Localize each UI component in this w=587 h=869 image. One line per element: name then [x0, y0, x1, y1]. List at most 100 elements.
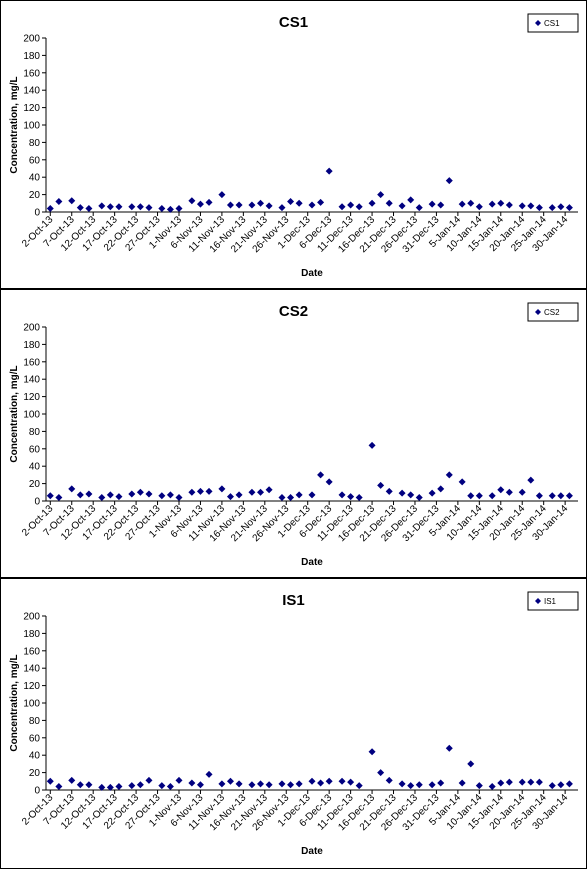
data-point — [467, 492, 475, 500]
legend-label: CS2 — [544, 308, 560, 317]
data-point — [377, 769, 385, 777]
data-point — [226, 201, 234, 209]
data-point — [68, 197, 76, 205]
x-axis-label: Date — [301, 268, 323, 279]
data-point — [398, 780, 406, 788]
data-point — [115, 203, 123, 211]
y-axis-label: Concentration, mg/L — [9, 365, 20, 462]
data-point — [317, 471, 325, 479]
y-tick-label: 100 — [23, 699, 40, 710]
data-point — [106, 203, 114, 211]
data-point — [415, 781, 423, 789]
data-point — [527, 202, 535, 210]
y-tick-label: 120 — [23, 392, 40, 403]
data-point — [377, 191, 385, 199]
data-point — [98, 202, 106, 210]
data-point — [257, 199, 265, 207]
y-tick-label: 160 — [23, 646, 40, 657]
data-point — [428, 489, 436, 497]
data-point — [218, 485, 226, 493]
y-tick-label: 120 — [23, 103, 40, 114]
data-point — [488, 200, 496, 208]
y-tick-label: 40 — [29, 462, 41, 473]
y-tick-label: 20 — [29, 479, 41, 490]
y-tick-label: 40 — [29, 173, 41, 184]
data-point — [196, 200, 204, 208]
data-point — [565, 492, 573, 500]
y-tick-label: 100 — [23, 410, 40, 421]
data-point — [145, 776, 153, 784]
data-point — [196, 781, 204, 789]
y-tick-label: 60 — [29, 444, 41, 455]
data-point — [248, 201, 256, 209]
data-point — [325, 777, 333, 785]
chart-panel: CS1 Concentration, mg/L Date 0 20 40 60 80 100 12… — [0, 0, 587, 289]
data-point — [505, 201, 513, 209]
data-point — [377, 481, 385, 489]
data-point — [368, 441, 376, 449]
data-point — [535, 492, 543, 500]
data-point — [295, 780, 303, 788]
data-point — [257, 780, 265, 788]
data-point — [325, 478, 333, 486]
data-point — [535, 204, 543, 212]
y-tick-label: 200 — [23, 34, 40, 45]
data-point — [265, 781, 273, 789]
data-point — [475, 782, 483, 790]
data-point — [106, 491, 114, 499]
y-tick-label: 160 — [23, 68, 40, 79]
data-point — [347, 201, 355, 209]
data-point — [295, 491, 303, 499]
data-point — [317, 779, 325, 787]
data-point — [257, 488, 265, 496]
data-point — [548, 492, 556, 500]
data-point — [407, 782, 415, 790]
data-point — [437, 779, 445, 787]
y-tick-label: 60 — [29, 155, 41, 166]
data-point — [407, 196, 415, 204]
data-point — [128, 203, 136, 211]
data-point — [175, 205, 183, 213]
y-tick-label: 80 — [29, 138, 41, 149]
data-point — [527, 778, 535, 786]
data-point — [98, 494, 106, 502]
chart-panel: CS2 Concentration, mg/L Date 0 20 40 60 80 100 12… — [0, 289, 587, 578]
y-tick-label: 0 — [34, 497, 40, 508]
data-point — [106, 783, 114, 791]
data-point — [325, 167, 333, 175]
data-point — [428, 200, 436, 208]
y-tick-label: 180 — [23, 340, 40, 351]
data-point — [557, 203, 565, 211]
data-point — [76, 781, 84, 789]
y-tick-label: 180 — [23, 629, 40, 640]
data-point — [287, 494, 295, 502]
data-point — [226, 777, 234, 785]
legend: IS1 — [527, 591, 579, 611]
data-point — [527, 476, 535, 484]
data-point — [368, 199, 376, 207]
legend-label: CS1 — [544, 19, 560, 28]
legend: CS1 — [527, 13, 579, 33]
data-point — [136, 488, 144, 496]
data-point — [385, 199, 393, 207]
data-point — [205, 198, 213, 206]
data-point — [488, 492, 496, 500]
legend: CS2 — [527, 302, 579, 322]
data-point — [248, 488, 256, 496]
data-point — [385, 776, 393, 784]
data-point — [497, 199, 505, 207]
data-point — [166, 783, 174, 791]
data-point — [347, 778, 355, 786]
data-point — [458, 478, 466, 486]
data-point — [46, 777, 54, 785]
data-point — [467, 760, 475, 768]
data-point — [85, 490, 93, 498]
data-point — [535, 778, 543, 786]
data-point — [85, 781, 93, 789]
data-point — [128, 490, 136, 498]
x-axis-label: Date — [301, 557, 323, 568]
data-point — [205, 770, 213, 778]
data-point — [235, 491, 243, 499]
data-point — [437, 485, 445, 493]
